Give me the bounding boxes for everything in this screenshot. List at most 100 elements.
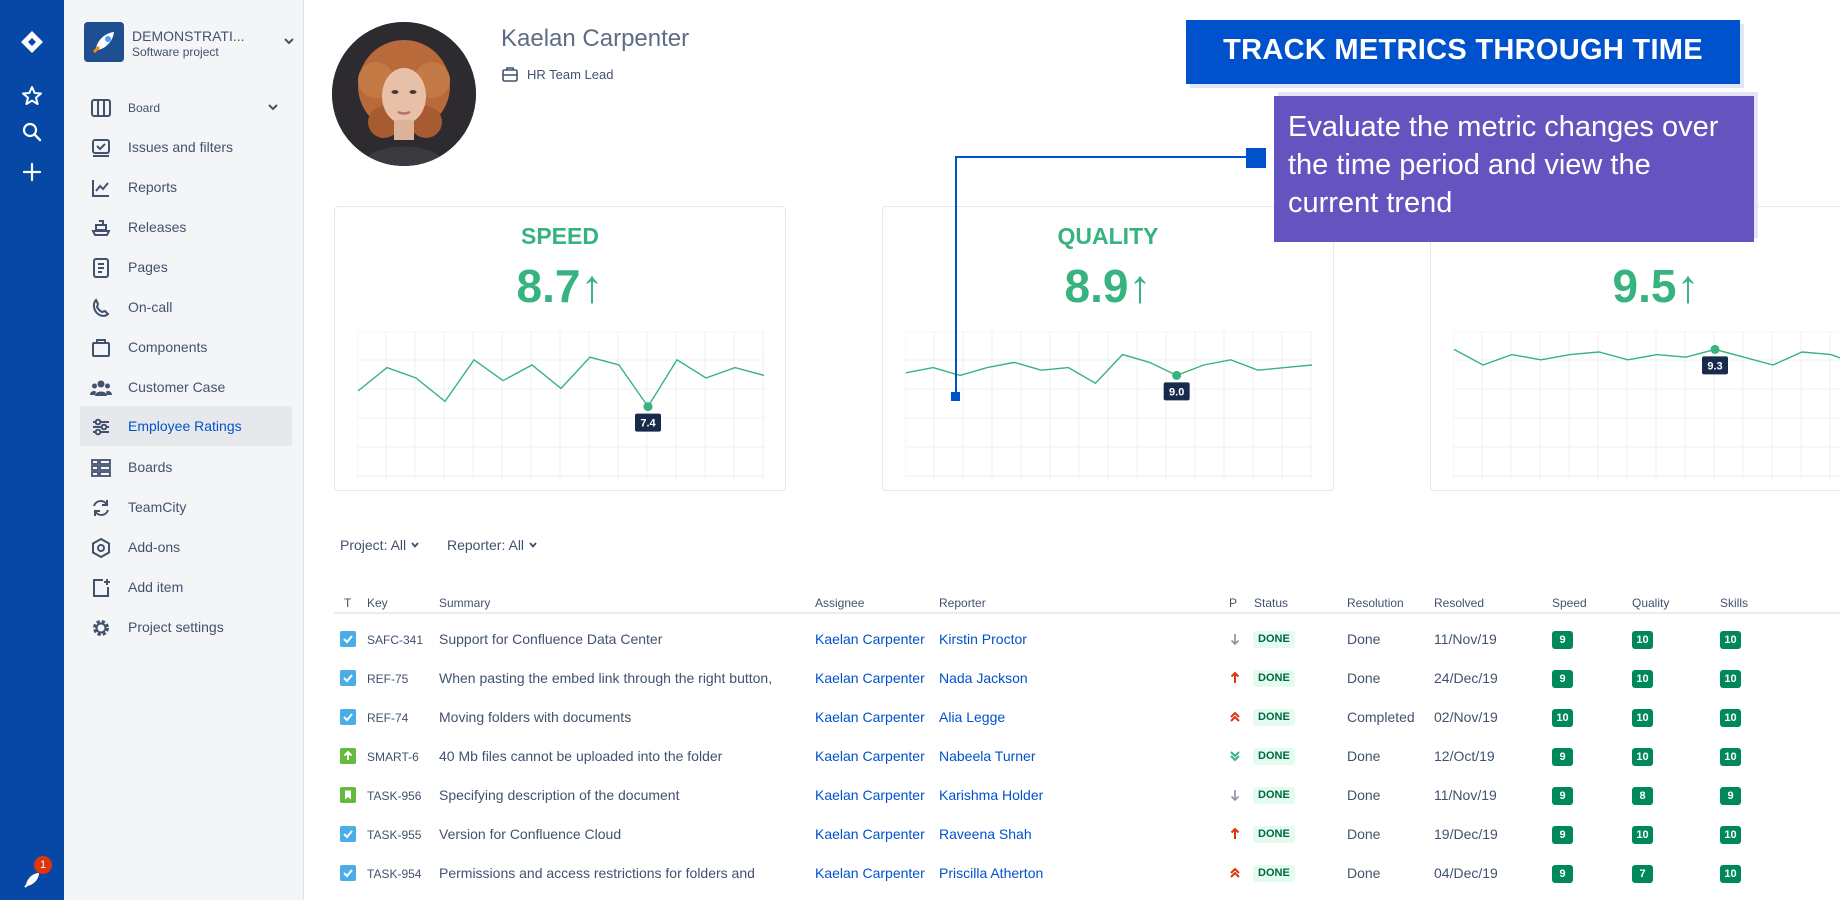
sidebar-item-board[interactable]: Board <box>80 87 292 127</box>
table-row[interactable]: TASK-954 Permissions and access restricti… <box>334 853 1840 892</box>
issue-assignee[interactable]: Kaelan Carpenter <box>815 631 925 647</box>
sidebar-item-releases[interactable]: Releases <box>80 207 292 247</box>
rocket-icon[interactable] <box>18 866 46 894</box>
issue-key[interactable]: TASK-954 <box>367 867 422 881</box>
point-label: 7.4 <box>640 418 656 430</box>
issue-reporter[interactable]: Alia Legge <box>939 709 1006 725</box>
sidebar-item-add-ons[interactable]: Add-ons <box>80 527 292 567</box>
issue-assignee[interactable]: Kaelan Carpenter <box>815 865 925 881</box>
issue-summary[interactable]: Permissions and access restrictions for … <box>439 865 755 881</box>
briefcase-icon <box>502 67 518 82</box>
issue-assignee[interactable]: Kaelan Carpenter <box>815 787 925 803</box>
issue-reporter[interactable]: Nabeela Turner <box>939 748 1036 764</box>
metric-value: 9.5↑ <box>1612 260 1700 312</box>
project-switcher[interactable]: DEMONSTRATI... Software project <box>84 22 294 66</box>
callout-anchor <box>1246 148 1266 168</box>
plus-icon[interactable] <box>18 158 46 186</box>
col-header-status[interactable]: Status <box>1254 596 1289 610</box>
speed-score: 9 <box>1552 670 1573 688</box>
issue-assignee[interactable]: Kaelan Carpenter <box>815 748 925 764</box>
issue-summary[interactable]: Moving folders with documents <box>439 709 632 725</box>
sidebar-item-add-item[interactable]: Add item <box>80 567 292 607</box>
issue-key[interactable]: TASK-955 <box>367 828 422 842</box>
issue-summary[interactable]: Version for Confluence Cloud <box>439 826 622 842</box>
quality-score: 10 <box>1632 670 1653 688</box>
table-row[interactable]: SMART-6 40 Mb files cannot be uploaded in… <box>334 736 1840 775</box>
task-type-icon <box>340 826 356 842</box>
col-header-assignee[interactable]: Assignee <box>815 596 865 610</box>
col-header-resolved[interactable]: Resolved <box>1434 596 1485 610</box>
table-row[interactable]: SAFC-341 Support for Confluence Data Cent… <box>334 619 1840 658</box>
sidebar-item-pages[interactable]: Pages <box>80 247 292 287</box>
issue-resolved-date: 12/Oct/19 <box>1434 748 1495 764</box>
issue-assignee[interactable]: Kaelan Carpenter <box>815 826 925 842</box>
col-header-resolution[interactable]: Resolution <box>1347 596 1404 610</box>
issue-reporter[interactable]: Kirstin Proctor <box>939 631 1027 647</box>
status-badge: DONE <box>1253 631 1295 648</box>
skills-score: 9 <box>1720 787 1741 805</box>
col-header-skills[interactable]: Skills <box>1720 596 1749 610</box>
callout-connector <box>955 156 957 396</box>
metric-card-speed: SPEED 8.7↑ 7.4 <box>334 206 786 491</box>
issue-summary[interactable]: Support for Confluence Data Center <box>439 631 663 647</box>
issue-reporter[interactable]: Priscilla Atherton <box>939 865 1044 881</box>
issue-key[interactable]: REF-75 <box>367 672 409 686</box>
sidebar-item-reports[interactable]: Reports <box>80 167 292 207</box>
star-icon[interactable] <box>18 82 46 110</box>
col-header-priority[interactable]: P <box>1229 596 1238 610</box>
issue-key[interactable]: REF-74 <box>367 711 409 725</box>
col-header-quality[interactable]: Quality <box>1632 596 1670 610</box>
issue-assignee[interactable]: Kaelan Carpenter <box>815 670 925 686</box>
issue-reporter[interactable]: Nada Jackson <box>939 670 1028 686</box>
priority-high-icon <box>1227 670 1243 686</box>
col-header-key[interactable]: Key <box>367 596 388 610</box>
quality-score: 10 <box>1632 631 1653 649</box>
table-row[interactable]: TASK-956 Specifying description of the do… <box>334 775 1840 814</box>
col-header-summary[interactable]: Summary <box>439 596 491 610</box>
table-row[interactable]: REF-75 When pasting the embed link throug… <box>334 658 1840 697</box>
issue-key[interactable]: SMART-6 <box>367 750 419 764</box>
issue-summary[interactable]: 40 Mb files cannot be uploaded into the … <box>439 748 723 764</box>
table-row[interactable]: REF-74 Moving folders with documents Kaela… <box>334 697 1840 736</box>
quality-score: 10 <box>1632 748 1653 766</box>
sidebar-item-teamcity[interactable]: TeamCity <box>80 487 292 527</box>
search-icon[interactable] <box>18 118 46 146</box>
col-header-speed[interactable]: Speed <box>1552 596 1587 610</box>
status-badge: DONE <box>1253 670 1295 687</box>
reporter-filter[interactable]: Reporter: All <box>447 537 538 553</box>
col-header-type[interactable]: T <box>344 596 352 610</box>
sidebar-item-issues[interactable]: Issues and filters <box>80 127 292 167</box>
jira-logo-icon[interactable] <box>18 28 46 56</box>
issue-reporter[interactable]: Karishma Holder <box>939 787 1044 803</box>
sidebar-item-employee-ratings[interactable]: Employee Ratings <box>80 406 292 446</box>
status-badge: DONE <box>1253 865 1295 882</box>
table-row[interactable]: TASK-955 Version for Confluence Cloud Kael… <box>334 814 1840 853</box>
sparkline-point <box>1172 370 1182 380</box>
improvement-type-icon <box>340 748 356 764</box>
sidebar-item-customer-case[interactable]: Customer Case <box>80 367 292 407</box>
chevron-down-icon[interactable] <box>266 100 280 114</box>
issue-resolved-date: 11/Nov/19 <box>1434 787 1497 803</box>
sidebar-item-on-call[interactable]: On-call <box>80 287 292 327</box>
issue-key[interactable]: TASK-956 <box>367 789 422 803</box>
issue-reporter[interactable]: Raveena Shah <box>939 826 1032 842</box>
quality-score: 8 <box>1632 787 1653 805</box>
chevron-down-icon[interactable] <box>282 34 296 48</box>
sidebar-item-boards[interactable]: Boards <box>80 447 292 487</box>
issue-assignee[interactable]: Kaelan Carpenter <box>815 709 925 725</box>
issue-key[interactable]: SAFC-341 <box>367 633 424 647</box>
sidebar-item-components[interactable]: Components <box>80 327 292 367</box>
sidebar-item-project-settings[interactable]: Project settings <box>80 607 292 647</box>
status-badge: DONE <box>1253 826 1295 843</box>
callout-title-box: TRACK METRICS THROUGH TIME <box>1186 20 1740 84</box>
sparkline-series <box>905 353 1313 385</box>
speed-sparkline: 7.4 <box>357 331 765 479</box>
skills-score: 10 <box>1720 631 1741 649</box>
skills-score: 10 <box>1720 826 1741 844</box>
issue-summary[interactable]: Specifying description of the document <box>439 787 680 803</box>
issue-summary[interactable]: When pasting the embed link through the … <box>439 670 773 686</box>
sparkline-series <box>1453 348 1840 366</box>
project-filter[interactable]: Project: All <box>340 537 420 553</box>
col-header-reporter[interactable]: Reporter <box>939 596 986 610</box>
issue-resolution: Completed <box>1347 709 1415 725</box>
